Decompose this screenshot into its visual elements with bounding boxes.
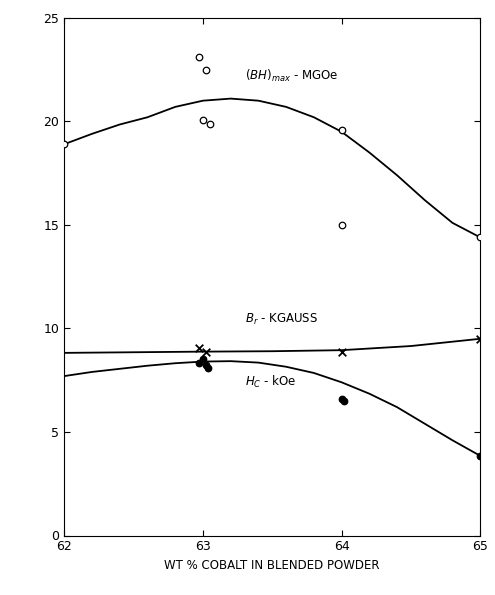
Point — [195, 358, 203, 367]
Point — [199, 355, 207, 364]
Point — [195, 343, 203, 353]
Text: $H_C$ - kOe: $H_C$ - kOe — [245, 374, 296, 390]
Point — [202, 360, 210, 369]
Point — [341, 396, 348, 406]
Point — [60, 139, 68, 149]
Point — [476, 233, 484, 242]
Point — [338, 347, 346, 357]
Point — [476, 451, 484, 461]
Point — [206, 120, 214, 129]
Text: $B_r$ - KGAUSS: $B_r$ - KGAUSS — [245, 312, 318, 327]
Point — [199, 115, 207, 125]
Point — [338, 220, 346, 230]
X-axis label: WT % COBALT IN BLENDED POWDER: WT % COBALT IN BLENDED POWDER — [164, 559, 380, 572]
Point — [202, 65, 210, 74]
Point — [204, 363, 212, 372]
Text: $(BH)_{max}$ - MGOe: $(BH)_{max}$ - MGOe — [245, 68, 338, 84]
Point — [476, 334, 484, 343]
Point — [338, 394, 346, 403]
Point — [202, 347, 210, 357]
Point — [338, 125, 346, 134]
Point — [195, 52, 203, 62]
